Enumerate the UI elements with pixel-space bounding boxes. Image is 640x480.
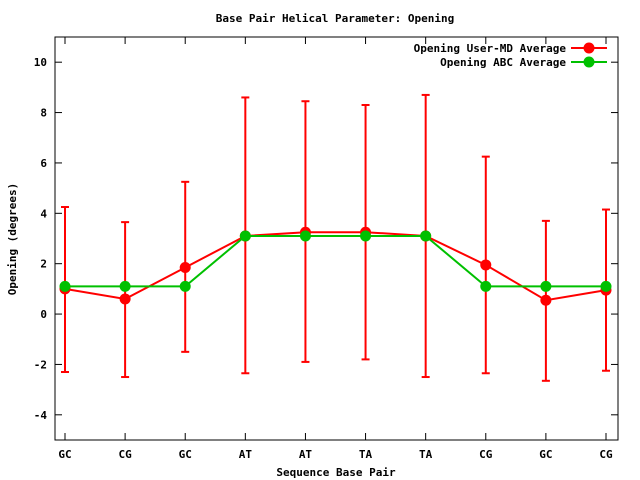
y-tick-label: 6: [40, 157, 47, 170]
x-tick-label: AT: [299, 448, 313, 461]
y-tick-label: -2: [34, 358, 47, 371]
series-1: [59, 93, 612, 382]
data-point: [179, 280, 191, 292]
x-tick-label: CG: [599, 448, 613, 461]
y-axis-label: Opening (degrees): [6, 183, 19, 296]
data-point: [119, 293, 131, 305]
series-line: [64, 231, 607, 302]
series-line: [65, 234, 606, 288]
legend-marker: [583, 56, 595, 68]
data-point: [299, 230, 311, 242]
x-tick-label: CG: [118, 448, 132, 461]
data-point: [179, 261, 191, 273]
chart-title: Base Pair Helical Parameter: Opening: [216, 12, 454, 25]
series-layer: [59, 93, 612, 382]
data-point: [540, 280, 552, 292]
x-tick-label: GC: [58, 448, 71, 461]
data-point: [600, 280, 612, 292]
x-tick-label: CG: [479, 448, 493, 461]
data-point: [420, 230, 432, 242]
data-point: [540, 294, 552, 306]
x-axis: GC CG GC AT AT TA TA CG GC CG: [58, 37, 613, 461]
y-axis: -4 -2 0 2 4 6 8 10: [34, 56, 618, 422]
data-point: [480, 280, 492, 292]
legend-label: Opening ABC Average: [440, 56, 566, 69]
data-point: [59, 280, 71, 292]
data-point: [480, 259, 492, 271]
series-2: [59, 230, 612, 292]
plot-frame: [54, 36, 619, 441]
y-tick-label: 2: [40, 258, 47, 271]
x-tick-label: TA: [359, 448, 373, 461]
y-tick-label: 4: [40, 207, 47, 220]
x-axis-label: Sequence Base Pair: [276, 466, 396, 479]
y-tick-label: 10: [34, 56, 47, 69]
x-tick-label: AT: [239, 448, 253, 461]
y-tick-label: 0: [40, 308, 47, 321]
x-tick-label: GC: [179, 448, 192, 461]
data-point: [360, 230, 372, 242]
y-tick-label: -4: [34, 409, 48, 422]
legend-marker: [583, 42, 595, 54]
y-tick-label: 8: [40, 107, 47, 120]
data-point: [119, 280, 131, 292]
legend-label: Opening User-MD Average: [414, 42, 567, 55]
x-tick-label: GC: [539, 448, 552, 461]
x-tick-label: TA: [419, 448, 433, 461]
data-point: [239, 230, 251, 242]
